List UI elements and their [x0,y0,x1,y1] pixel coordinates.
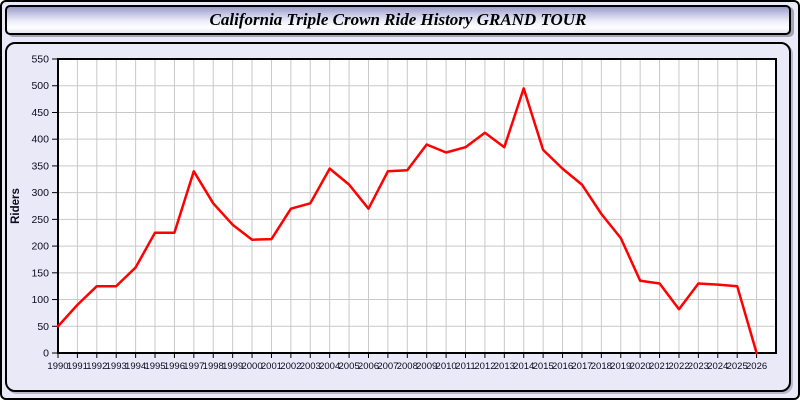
x-tick-label: 2015 [533,361,554,372]
ride-history-line-chart: 0501001502002503003504004505005501990199… [10,54,777,372]
x-tick-label: 1996 [164,361,185,372]
x-tick-label: 1990 [47,361,68,372]
x-tick-label: 1997 [183,361,204,372]
y-tick-label: 300 [31,187,49,199]
y-tick-label: 0 [43,348,49,360]
plot-frame [57,58,777,354]
x-tick-label: 2020 [630,361,651,372]
x-tick-label: 2026 [746,361,767,372]
x-tick-label: 1999 [222,361,243,372]
y-tick-label: 500 [31,80,49,92]
x-tick-label: 1998 [203,361,224,372]
x-tick-label: 2007 [377,361,398,372]
x-tick-label: 2009 [416,361,437,372]
y-axis-labels: 0 50 100 150 200 250 300 350 400 450 500 550 [31,54,49,360]
x-tick-label: 2004 [319,361,340,372]
x-tick-label: 2023 [688,361,709,372]
x-tick-label: 2018 [591,361,612,372]
x-tick-label: 1991 [67,361,88,372]
y-tick-label: 100 [31,294,49,306]
y-tick-label: 400 [31,134,49,146]
x-tick-label: 2006 [358,361,379,372]
riders-data-line [56,87,758,355]
y-tick-label: 450 [31,107,49,119]
x-tick-label: 2010 [436,361,457,372]
x-tick-label: 2002 [280,361,301,372]
x-tick-label: 2005 [339,361,360,372]
chart-title: California Triple Crown Ride History GRA… [209,10,587,29]
title-bar: California Triple Crown Ride History GRA… [5,5,791,35]
y-tick-label: 50 [37,321,49,333]
chart-panel: 0 50 100 150 200 250 300 350 400 450 500 550 1990 199… [5,42,791,392]
y-tick-label: 350 [31,160,49,172]
x-tick-label: 2008 [397,361,418,372]
x-tick-label: 2022 [668,361,689,372]
x-tick-label: 2017 [571,361,592,372]
x-tick-label: 2001 [261,361,282,372]
x-axis-labels: 1990199119921993199419951996199719981999… [47,361,767,372]
x-tick-label: 2000 [241,361,262,372]
y-tick-label: 150 [31,267,49,279]
y-tick-label: 200 [31,241,49,253]
x-tick-label: 2013 [494,361,515,372]
x-tick-label: 1993 [106,361,127,372]
x-tick-label: 2025 [727,361,748,372]
y-tick-label: 550 [31,54,49,66]
y-tick-label: 250 [31,214,49,226]
x-tick-label: 2014 [513,361,534,372]
x-tick-label: 2012 [474,361,495,372]
x-tick-label: 1994 [125,361,146,372]
x-tick-label: 2016 [552,361,573,372]
x-tick-label: 2021 [649,361,670,372]
x-tick-label: 2003 [300,361,321,372]
plot-background [58,59,776,353]
x-tick-label: 2024 [707,361,728,372]
x-tick-label: 1992 [86,361,107,372]
x-tick-label: 1995 [144,361,165,372]
y-axis-title: Riders [10,188,22,224]
x-tick-label: 2011 [455,361,475,372]
x-tick-label: 2019 [610,361,631,372]
